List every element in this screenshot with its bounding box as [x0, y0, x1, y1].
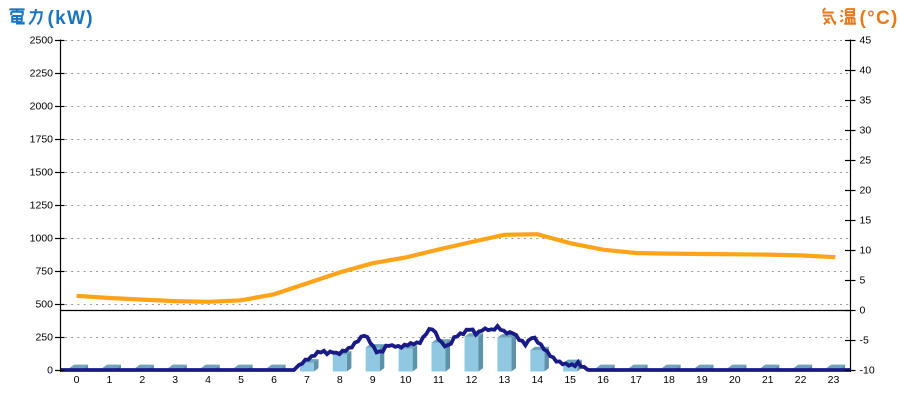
- svg-text:3: 3: [172, 374, 178, 386]
- svg-text:0: 0: [47, 365, 53, 377]
- svg-text:-5: -5: [860, 335, 869, 347]
- svg-text:1750: 1750: [30, 134, 54, 146]
- svg-text:2250: 2250: [30, 68, 54, 80]
- svg-text:40: 40: [860, 65, 872, 77]
- svg-text:9: 9: [370, 374, 376, 386]
- svg-text:1500: 1500: [30, 167, 54, 179]
- svg-text:1: 1: [106, 374, 112, 386]
- svg-text:12: 12: [466, 374, 478, 386]
- svg-text:6: 6: [271, 374, 277, 386]
- svg-text:30: 30: [860, 125, 872, 137]
- svg-text:1000: 1000: [30, 233, 54, 245]
- svg-text:18: 18: [663, 374, 675, 386]
- svg-text:250: 250: [35, 332, 53, 344]
- svg-text:20: 20: [860, 185, 872, 197]
- svg-text:10: 10: [400, 374, 412, 386]
- svg-text:-10: -10: [860, 365, 875, 377]
- svg-text:8: 8: [337, 374, 343, 386]
- svg-text:15: 15: [564, 374, 576, 386]
- svg-text:17: 17: [630, 374, 642, 386]
- svg-text:(°C): (°C): [860, 8, 899, 29]
- svg-text:25: 25: [860, 155, 872, 167]
- svg-text:22: 22: [795, 374, 807, 386]
- svg-text:14: 14: [531, 374, 543, 386]
- svg-text:1250: 1250: [30, 200, 54, 212]
- svg-text:13: 13: [499, 374, 511, 386]
- svg-text:0: 0: [74, 374, 80, 386]
- svg-text:(kW): (kW): [48, 8, 94, 29]
- svg-text:15: 15: [860, 215, 872, 227]
- svg-text:7: 7: [304, 374, 310, 386]
- svg-text:21: 21: [762, 374, 774, 386]
- svg-text:5: 5: [238, 374, 244, 386]
- svg-text:4: 4: [205, 374, 211, 386]
- svg-text:10: 10: [860, 245, 872, 257]
- svg-text:45: 45: [860, 35, 872, 47]
- svg-text:2500: 2500: [30, 35, 54, 47]
- svg-text:2: 2: [139, 374, 145, 386]
- svg-text:5: 5: [860, 275, 866, 287]
- svg-text:35: 35: [860, 95, 872, 107]
- svg-text:20: 20: [729, 374, 741, 386]
- svg-text:750: 750: [35, 266, 53, 278]
- svg-text:19: 19: [696, 374, 708, 386]
- svg-text:11: 11: [433, 374, 444, 386]
- svg-text:500: 500: [35, 299, 53, 311]
- svg-text:16: 16: [597, 374, 609, 386]
- svg-text:2000: 2000: [30, 101, 54, 113]
- svg-text:0: 0: [860, 305, 866, 317]
- svg-text:23: 23: [828, 374, 840, 386]
